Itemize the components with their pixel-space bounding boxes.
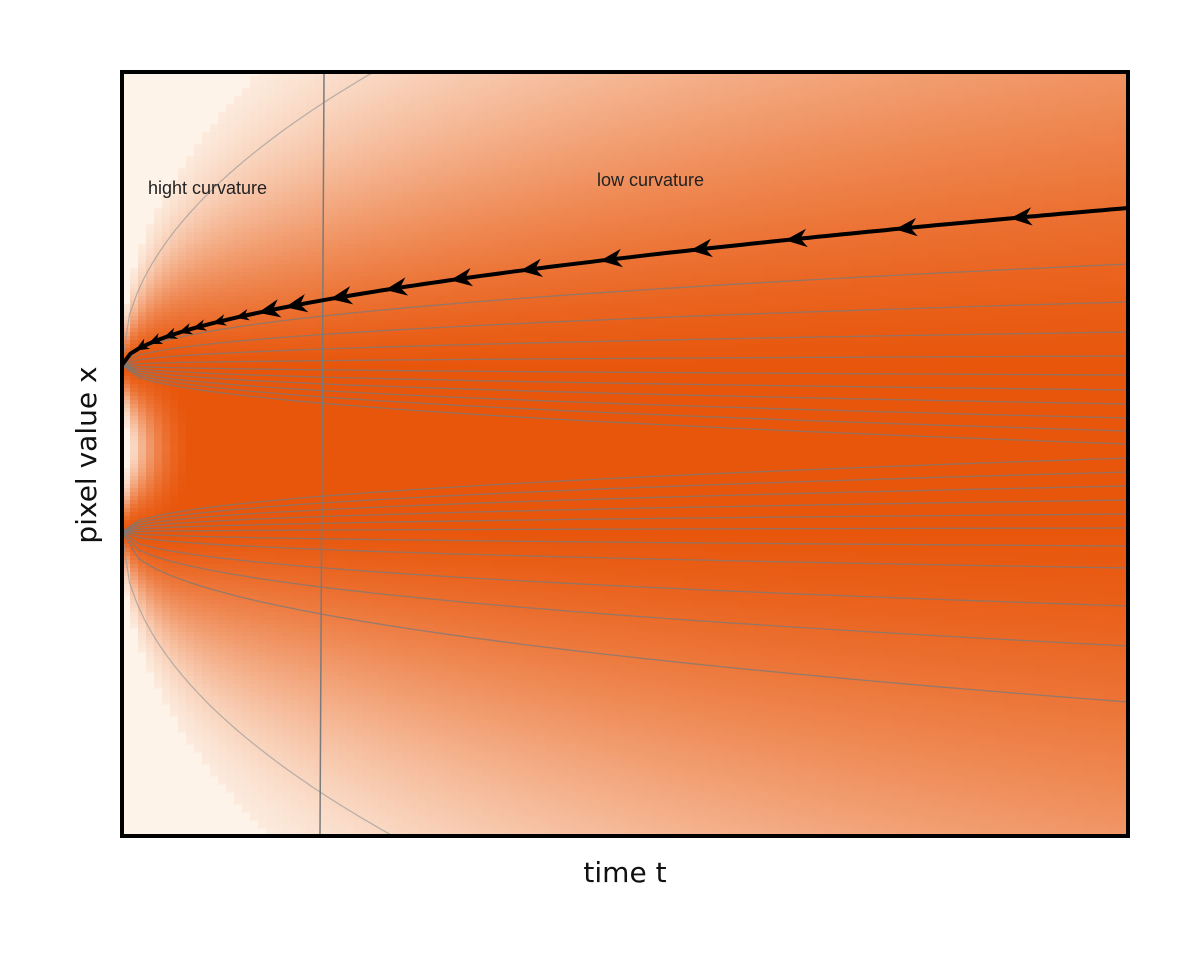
trajectory-arrowhead xyxy=(285,294,309,313)
sampling-trajectory xyxy=(122,206,1128,367)
trajectory-arrowhead xyxy=(450,267,474,287)
trajectory-arrowhead xyxy=(895,217,918,237)
flow-line xyxy=(122,531,1128,607)
upper-envelope-curve xyxy=(122,72,375,366)
trajectory-arrowhead xyxy=(235,308,250,321)
trajectory-arrowhead xyxy=(163,327,179,339)
flow-line xyxy=(122,499,1128,533)
flow-line xyxy=(122,457,1128,533)
trajectory-arrowhead xyxy=(1010,207,1033,226)
trajectory-arrowhead xyxy=(520,258,544,278)
trajectory-arrowhead xyxy=(178,323,194,335)
flow-line xyxy=(122,531,1128,547)
flow-line xyxy=(122,364,1128,432)
lower-envelope-curve xyxy=(122,531,395,836)
trajectory-arrowhead xyxy=(385,277,409,296)
flow-line xyxy=(122,471,1128,533)
trajectory-arrowhead xyxy=(148,333,164,344)
flow-line xyxy=(122,531,1128,569)
flow-line xyxy=(122,364,1128,405)
flow-line xyxy=(122,364,1128,376)
flow-line xyxy=(122,364,1128,419)
flow-line xyxy=(122,531,1128,647)
trajectory-arrowhead xyxy=(785,228,808,248)
flow-line xyxy=(122,513,1128,533)
trajectory-arrowhead xyxy=(212,314,228,326)
x-axis-label: time t xyxy=(583,856,666,889)
flow-line xyxy=(122,531,1128,703)
flow-line xyxy=(122,301,1128,366)
flow-line xyxy=(122,331,1128,366)
flow-line xyxy=(122,355,1128,366)
trajectory-arrowhead xyxy=(135,338,151,351)
y-axis-label: pixel value x xyxy=(70,366,103,543)
flow-line xyxy=(122,527,1128,533)
high-curvature-label: hight curvature xyxy=(148,178,267,198)
flow-line xyxy=(122,485,1128,533)
trajectory-arrowhead xyxy=(330,286,354,305)
low-curvature-label: low curvature xyxy=(597,170,704,190)
flow-line xyxy=(122,364,1128,445)
flow-lines xyxy=(122,72,1128,836)
trajectory-arrowhead xyxy=(258,299,282,318)
flow-line xyxy=(122,364,1128,391)
region-divider-line xyxy=(319,73,325,835)
flow-line xyxy=(122,263,1128,366)
plot-frame xyxy=(120,70,1130,838)
trajectory-arrowhead xyxy=(600,248,623,268)
trajectory-arrowhead xyxy=(192,319,208,331)
trajectory-arrowhead xyxy=(690,238,713,258)
